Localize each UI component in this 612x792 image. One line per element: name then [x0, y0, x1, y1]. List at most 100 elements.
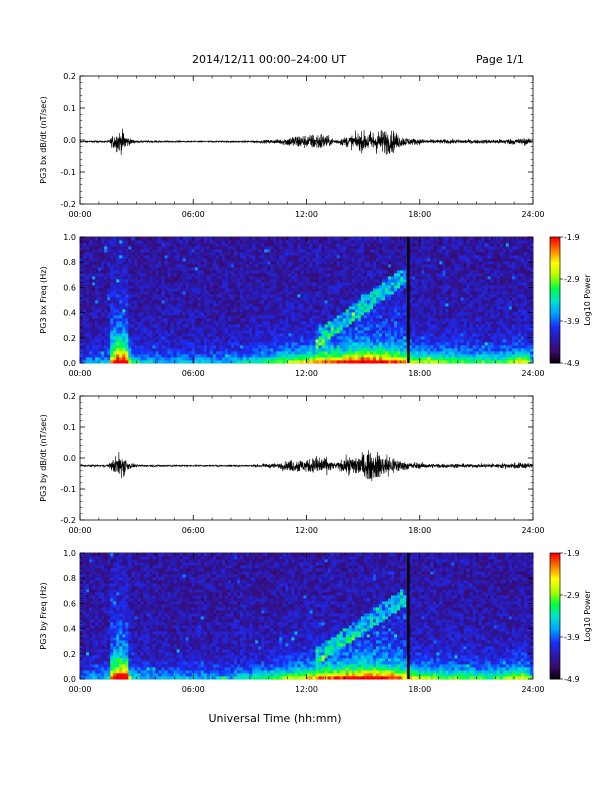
spectrogram-cell — [185, 294, 190, 298]
spectrogram-cell — [327, 264, 332, 268]
spectrogram-cell — [252, 351, 256, 355]
spectrogram-cell — [122, 237, 126, 241]
spectrogram-cell — [243, 318, 247, 322]
spectrogram-cell — [433, 324, 437, 328]
spectrogram-cell — [155, 267, 159, 271]
spectrogram-cell — [164, 348, 168, 352]
spectrogram-cell — [92, 330, 96, 334]
spectrogram-cell — [227, 288, 232, 292]
spectrogram-cell — [385, 345, 389, 349]
spectrogram-cell — [327, 357, 332, 361]
spectrogram-cell — [167, 243, 171, 247]
spectrogram-cell — [366, 315, 371, 319]
spectrogram-cell — [128, 306, 132, 310]
spectrogram-cell — [357, 297, 362, 301]
spectrogram-cell — [351, 354, 356, 358]
spectrogram-cell — [167, 348, 171, 352]
spectrogram-cell — [327, 267, 332, 271]
spectrogram-cell — [267, 255, 271, 259]
spectrogram-cell — [378, 240, 383, 244]
spectrogram-cell — [119, 351, 123, 355]
spectrogram-cell — [324, 267, 329, 271]
spectrogram-cell — [86, 306, 90, 310]
spectrogram-cell — [366, 279, 371, 283]
spectrogram-cell — [255, 339, 259, 343]
spectrogram-cell — [167, 342, 171, 346]
spectrogram-cell — [330, 315, 335, 319]
spectrogram-cell — [309, 333, 313, 337]
spectrogram-cell — [119, 291, 123, 295]
spectrogram-cell — [179, 276, 184, 280]
spectrogram-cell — [158, 333, 162, 337]
spectrogram-cell — [388, 237, 392, 241]
spectrogram-cell — [321, 318, 326, 322]
spectrogram-cell — [221, 285, 226, 289]
spectrogram-cell — [83, 339, 87, 343]
spectrogram-cell — [336, 276, 341, 280]
spectrogram-cell — [179, 261, 184, 265]
spectrogram-cell — [243, 345, 247, 349]
spectrogram-cell — [89, 300, 93, 304]
spectrogram-cell — [83, 243, 87, 247]
spectrogram-cell — [152, 360, 156, 364]
spectrogram-cell — [318, 237, 322, 241]
spectrogram-cell — [80, 342, 84, 346]
spectrogram-cell — [333, 273, 338, 277]
spectrogram-cell — [424, 360, 428, 364]
spectrogram-cell — [113, 273, 117, 277]
spectrogram-cell — [143, 237, 147, 241]
spectrogram-cell — [306, 285, 310, 289]
spectrogram-cell — [261, 276, 265, 280]
spectrogram-cell — [291, 351, 295, 355]
spectrogram-cell — [89, 252, 93, 256]
spectrogram-cell — [321, 306, 326, 310]
spectrogram-cell — [409, 348, 413, 352]
spectrogram-cell — [382, 297, 386, 301]
spectrogram-cell — [351, 315, 356, 319]
spectrogram-cell — [348, 276, 353, 280]
spectrogram-cell — [424, 357, 428, 361]
spectrogram-cell — [267, 240, 271, 244]
spectrogram-cell — [191, 246, 196, 250]
spectrogram-cell — [179, 315, 184, 319]
spectrogram-cell — [197, 303, 202, 307]
spectrogram-cell — [206, 351, 211, 355]
spectrogram-cell — [288, 282, 292, 286]
spectrogram-cell — [267, 297, 271, 301]
spectrogram-cell — [327, 246, 332, 250]
spectrogram-cell — [321, 237, 326, 241]
spectrogram-cell — [182, 318, 187, 322]
spectrogram-cell — [209, 300, 214, 304]
spectrogram-cell — [363, 324, 368, 328]
spectrogram-cell — [382, 300, 386, 304]
spectrogram-cell — [366, 264, 371, 268]
spectrogram-cell — [113, 285, 117, 289]
spectrogram-cell — [388, 276, 392, 280]
spectrogram-cell — [297, 249, 301, 253]
spectrogram-cell — [294, 312, 298, 316]
spectrogram-cell — [421, 333, 425, 337]
spectrogram-cell — [137, 351, 141, 355]
spectrogram-cell — [363, 252, 368, 256]
spectrogram-cell — [391, 282, 395, 286]
spectrogram-cell — [98, 354, 102, 358]
spectrogram-cell — [385, 249, 389, 253]
spectrogram-cell — [173, 357, 178, 361]
spectrogram-cell — [243, 321, 247, 325]
spectrogram-cell — [131, 294, 135, 298]
spectrogram-cell — [261, 306, 265, 310]
spectrogram-cell — [167, 321, 171, 325]
spectrogram-cell — [276, 348, 280, 352]
spectrogram-cell — [89, 249, 93, 253]
spectrogram-cell — [197, 300, 202, 304]
spectrogram-cell — [197, 270, 202, 274]
spectrogram-cell — [89, 330, 93, 334]
spectrogram-cell — [391, 315, 395, 319]
spectrogram-cell — [255, 318, 259, 322]
spectrogram-cell — [173, 246, 178, 250]
spectrogram-cell — [234, 243, 238, 247]
spectrogram-cell — [372, 345, 377, 349]
spectrogram-cell — [436, 306, 440, 310]
spectrogram-cell — [288, 315, 292, 319]
spectrogram-cell — [306, 330, 310, 334]
